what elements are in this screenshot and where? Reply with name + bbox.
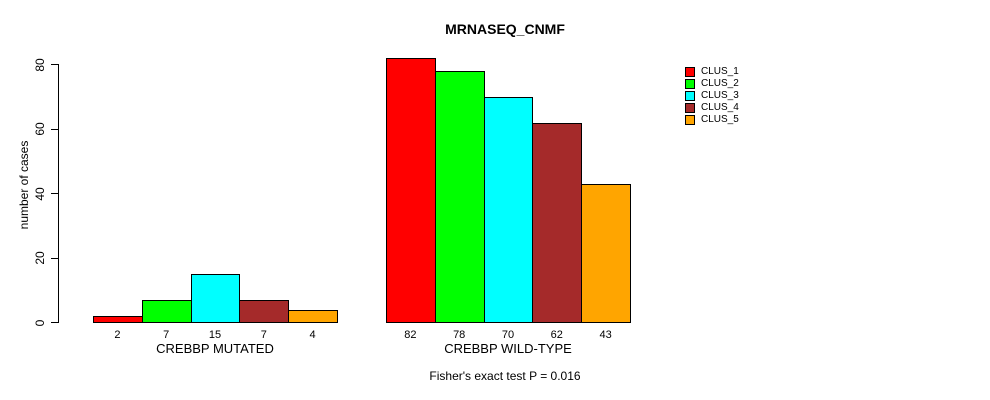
bar-value-label: 78 — [453, 329, 466, 341]
legend-swatch-icon — [685, 115, 695, 125]
y-axis-tick-label: 80 — [33, 58, 47, 72]
y-axis-tick — [51, 321, 58, 324]
y-axis-tick — [51, 128, 58, 130]
legend-swatch-icon — [685, 91, 695, 101]
bar-clus_5-group0 — [288, 309, 338, 324]
legend-label: CLUS_2 — [701, 78, 739, 89]
chart-title: MRNASEQ_CNMF — [445, 21, 565, 37]
legend-label: CLUS_5 — [701, 114, 739, 125]
bar-clus_5-group1 — [581, 184, 631, 324]
legend-item-clus_3: CLUS_3 — [685, 90, 739, 102]
bar-clus_4-group1 — [532, 122, 582, 324]
x-group-label-mutated: CREBBP MUTATED — [156, 341, 274, 356]
y-axis-label: number of cases — [17, 140, 31, 230]
bar-value-label: 82 — [404, 329, 417, 341]
legend-label: CLUS_4 — [701, 102, 739, 113]
legend-swatch-icon — [685, 67, 695, 77]
bar-clus_1-group0 — [93, 316, 143, 324]
legend-item-clus_1: CLUS_1 — [685, 66, 739, 78]
bar-value-label: 2 — [114, 329, 121, 341]
bar-clus_3-group0 — [191, 274, 240, 324]
bar-value-label: 70 — [501, 329, 515, 341]
bar-clus_2-group1 — [435, 71, 485, 324]
y-axis-tick-label: 60 — [33, 122, 47, 136]
x-group-label-wildtype: CREBBP WILD-TYPE — [444, 341, 572, 356]
legend-label: CLUS_1 — [701, 66, 739, 77]
bar-value-label: 43 — [599, 329, 612, 341]
legend-item-clus_2: CLUS_2 — [685, 78, 739, 90]
stat-annotation: Fisher's exact test P = 0.016 — [429, 369, 581, 383]
legend-item-clus_4: CLUS_4 — [685, 102, 739, 114]
legend-item-clus_5: CLUS_5 — [685, 114, 739, 126]
bar-clus_2-group0 — [142, 299, 192, 324]
bar-clus_4-group0 — [239, 299, 289, 324]
bar-value-label: 15 — [208, 329, 222, 341]
bar-clus_3-group1 — [484, 97, 533, 324]
y-axis-tick-label: 0 — [33, 319, 47, 326]
y-axis-line — [57, 64, 59, 323]
legend: CLUS_1 CLUS_2 CLUS_3 CLUS_4 CLUS_5 — [685, 66, 739, 126]
y-axis-tick — [51, 257, 58, 259]
legend-label: CLUS_3 — [701, 90, 739, 101]
y-axis-tick-label: 20 — [33, 251, 47, 265]
legend-swatch-icon — [685, 79, 695, 89]
y-axis-tick — [51, 193, 58, 195]
y-axis-tick-label: 40 — [33, 187, 47, 201]
bar-value-label: 7 — [163, 329, 170, 341]
y-axis-tick — [51, 64, 58, 66]
bar-value-label: 7 — [260, 329, 267, 341]
bar-clus_1-group1 — [386, 58, 436, 324]
legend-swatch-icon — [685, 103, 695, 113]
bar-value-label: 4 — [309, 329, 316, 341]
bar-value-label: 62 — [550, 329, 563, 341]
